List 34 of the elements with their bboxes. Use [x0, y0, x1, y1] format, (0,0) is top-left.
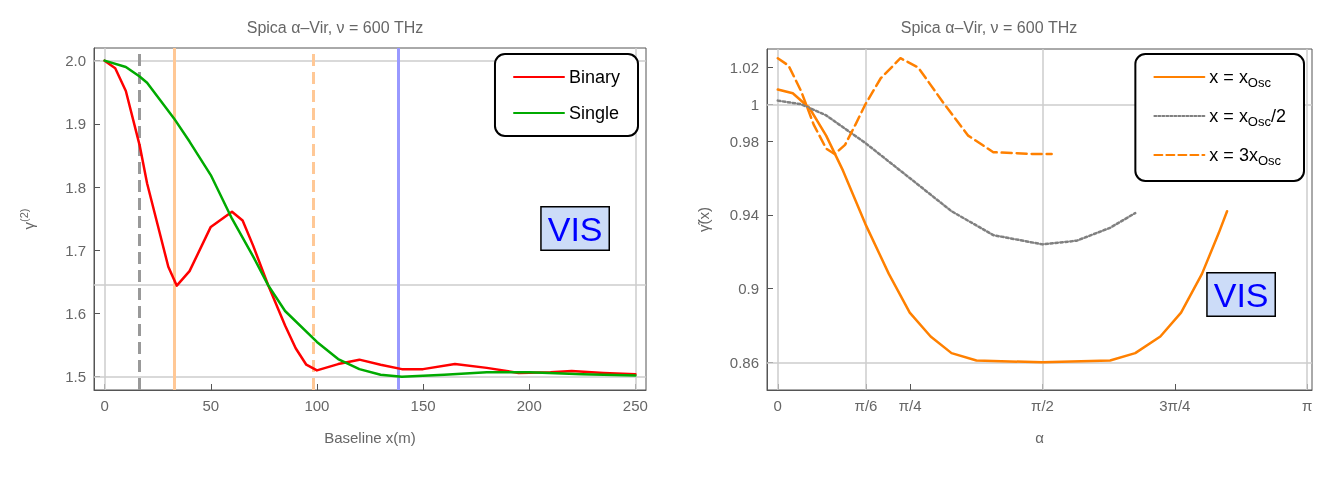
y-tick-label: 0.94 [729, 206, 759, 224]
x-tick-label: π/4 [898, 397, 922, 414]
y-tick-label: 1.6 [65, 305, 86, 323]
y-tick-label: 1.02 [729, 58, 759, 76]
line-series [776, 99, 1137, 246]
x-tick-label: 200 [516, 397, 542, 414]
x-axis-title: α [1035, 429, 1045, 446]
y-tick-label: 1.5 [65, 368, 86, 386]
x-axis-title: Baseline x(m) [324, 429, 416, 446]
x-tick-label: π/2 [1031, 397, 1054, 414]
y-tick-label: 0.86 [729, 353, 759, 371]
y-tick-label: 2.0 [65, 52, 86, 70]
x-tick-label: π/6 [854, 397, 878, 414]
y-tick-label: 1 [750, 95, 759, 113]
y-axis-title: γ̃(x) [695, 207, 712, 232]
chart-title: Spica α–Vir, ν = 600 THz [900, 18, 1078, 36]
x-tick-label: 0 [100, 397, 109, 414]
y-tick-label: 1.8 [65, 178, 86, 196]
legend-label: Single [568, 103, 620, 123]
x-tick-label: 0 [773, 397, 782, 414]
x-tick-label: 250 [622, 397, 648, 414]
annotation: VIS [547, 209, 603, 248]
x-tick-label: 3π/4 [1159, 397, 1191, 414]
x-tick-label: 150 [410, 397, 436, 414]
y-tick-label: 0.9 [738, 280, 759, 298]
y-tick-label: 1.9 [65, 115, 86, 133]
x-tick-label: 100 [304, 397, 330, 414]
x-tick-label: π [1302, 397, 1313, 414]
y-tick-label: 1.7 [65, 241, 86, 259]
legend-label: Binary [568, 67, 621, 87]
y-tick-label: 0.98 [729, 132, 759, 150]
chart-title: Spica α–Vir, ν = 600 THz [246, 18, 424, 36]
x-tick-label: 50 [202, 397, 220, 414]
annotation: VIS [1213, 275, 1269, 314]
